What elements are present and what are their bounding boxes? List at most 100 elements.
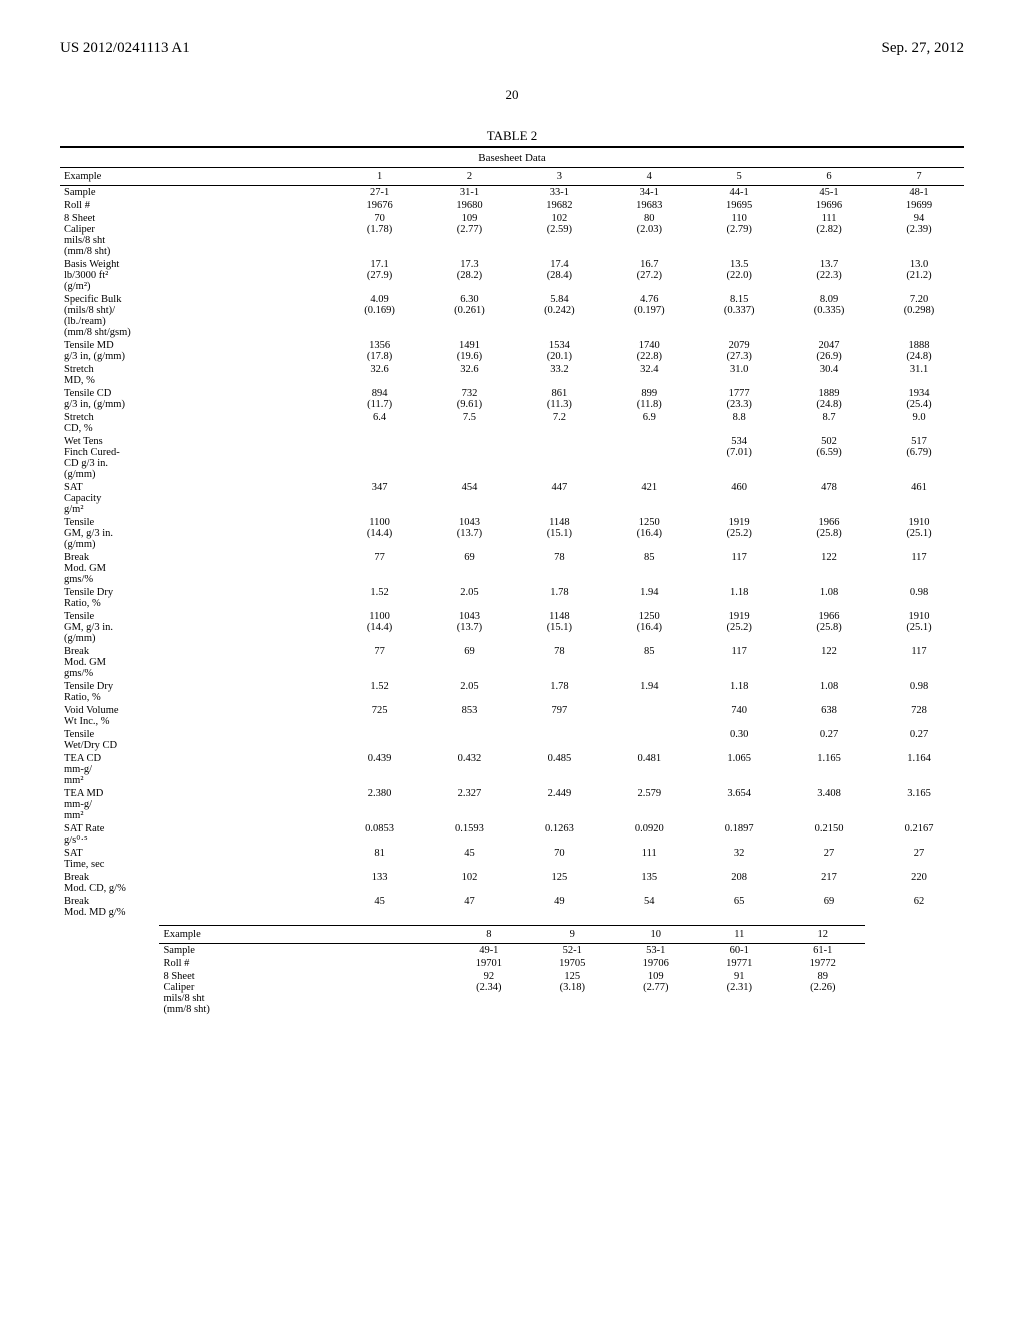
- cell: 110 (2.79): [694, 212, 784, 258]
- cell: 49: [514, 895, 604, 919]
- table-row: Break Mod. MD g/%45474954656962: [60, 895, 964, 919]
- table-a-header-row: Example 1 2 3 4 5 6 7: [60, 168, 964, 186]
- table-row: Sample49-152-153-160-161-1: [159, 944, 864, 958]
- table-row: Break Mod. GM gms/%77697885117122117: [60, 645, 964, 680]
- cell: 17.1 (27.9): [335, 258, 425, 293]
- cell: 19706: [614, 957, 697, 970]
- cell: 1919 (25.2): [694, 516, 784, 551]
- cell: 70: [514, 847, 604, 871]
- example-label-b: Example: [159, 926, 447, 944]
- cell: 728: [874, 704, 964, 728]
- cell: 853: [425, 704, 515, 728]
- cell: 135: [604, 871, 694, 895]
- cell: 1910 (25.1): [874, 610, 964, 645]
- cell: 125: [514, 871, 604, 895]
- cell: 502 (6.59): [784, 435, 874, 481]
- cell: 69: [784, 895, 874, 919]
- cell: 447: [514, 481, 604, 516]
- cell: 19701: [447, 957, 530, 970]
- col-12: 12: [781, 926, 865, 944]
- col-1: 1: [335, 168, 425, 186]
- col-6: 6: [784, 168, 874, 186]
- cell: 27: [874, 847, 964, 871]
- cell: 1.94: [604, 680, 694, 704]
- cell: 48-1: [874, 186, 964, 200]
- row-label: Break Mod. CD, g/%: [60, 871, 335, 895]
- cell: 4.09 (0.169): [335, 293, 425, 339]
- cell: 111 (2.82): [784, 212, 874, 258]
- cell: 60-1: [698, 944, 781, 958]
- cell: 454: [425, 481, 515, 516]
- page-header: US 2012/0241113 A1 Sep. 27, 2012: [60, 40, 964, 57]
- cell: 0.30: [694, 728, 784, 752]
- cell: 0.27: [784, 728, 874, 752]
- cell: 49-1: [447, 944, 530, 958]
- cell: 78: [514, 551, 604, 586]
- cell: 31-1: [425, 186, 515, 200]
- table-b: Example 8 9 10 11 12 Sample49-152-153-16…: [159, 925, 864, 1016]
- cell: 1250 (16.4): [604, 610, 694, 645]
- cell: 1.78: [514, 586, 604, 610]
- cell: 899 (11.8): [604, 387, 694, 411]
- cell: 77: [335, 551, 425, 586]
- row-label: SAT Rate g/s⁰·⁵: [60, 822, 335, 847]
- table-row: Stretch CD, %6.47.57.26.98.88.79.0: [60, 411, 964, 435]
- cell: 0.432: [425, 752, 515, 787]
- cell: 92 (2.34): [447, 970, 530, 1016]
- cell: 1.08: [784, 680, 874, 704]
- cell: [335, 435, 425, 481]
- cell: 1.52: [335, 680, 425, 704]
- cell: 861 (11.3): [514, 387, 604, 411]
- row-label: TEA MD mm-g/ mm²: [60, 787, 335, 822]
- table-row: SAT Time, sec814570111322727: [60, 847, 964, 871]
- cell: 421: [604, 481, 694, 516]
- cell: 534 (7.01): [694, 435, 784, 481]
- cell: 1888 (24.8): [874, 339, 964, 363]
- table-row: Tensile GM, g/3 in. (g/mm)1100 (14.4)104…: [60, 610, 964, 645]
- cell: 85: [604, 551, 694, 586]
- table-row: Tensile MD g/3 in, (g/mm)1356 (17.8)1491…: [60, 339, 964, 363]
- table-row: 8 Sheet Caliper mils/8 sht (mm/8 sht)92 …: [159, 970, 864, 1016]
- table-row: Roll #1967619680196821968319695196961969…: [60, 199, 964, 212]
- cell: 45-1: [784, 186, 874, 200]
- cell: 1250 (16.4): [604, 516, 694, 551]
- cell: 52-1: [531, 944, 614, 958]
- cell: 220: [874, 871, 964, 895]
- cell: 0.485: [514, 752, 604, 787]
- cell: 80 (2.03): [604, 212, 694, 258]
- row-label: 8 Sheet Caliper mils/8 sht (mm/8 sht): [159, 970, 447, 1016]
- cell: 3.654: [694, 787, 784, 822]
- row-label: Stretch CD, %: [60, 411, 335, 435]
- table-row: Void Volume Wt Inc., %725853797740638728: [60, 704, 964, 728]
- cell: [425, 728, 515, 752]
- cell: 1740 (22.8): [604, 339, 694, 363]
- table-title: TABLE 2: [60, 128, 964, 144]
- col-3: 3: [514, 168, 604, 186]
- cell: 1966 (25.8): [784, 516, 874, 551]
- cell: 1919 (25.2): [694, 610, 784, 645]
- cell: 125 (3.18): [531, 970, 614, 1016]
- cell: 2.327: [425, 787, 515, 822]
- cell: 4.76 (0.197): [604, 293, 694, 339]
- cell: 94 (2.39): [874, 212, 964, 258]
- cell: 109 (2.77): [614, 970, 697, 1016]
- cell: 3.408: [784, 787, 874, 822]
- cell: 1.78: [514, 680, 604, 704]
- cell: 725: [335, 704, 425, 728]
- cell: 1.165: [784, 752, 874, 787]
- cell: 347: [335, 481, 425, 516]
- cell: 17.4 (28.4): [514, 258, 604, 293]
- cell: 0.481: [604, 752, 694, 787]
- cell: 70 (1.78): [335, 212, 425, 258]
- cell: 1043 (13.7): [425, 516, 515, 551]
- cell: 133: [335, 871, 425, 895]
- row-label: Tensile GM, g/3 in. (g/mm): [60, 610, 335, 645]
- cell: 1356 (17.8): [335, 339, 425, 363]
- cell: 732 (9.61): [425, 387, 515, 411]
- cell: 1777 (23.3): [694, 387, 784, 411]
- col-8: 8: [447, 926, 530, 944]
- cell: 7.20 (0.298): [874, 293, 964, 339]
- row-label: Wet Tens Finch Cured- CD g/3 in. (g/mm): [60, 435, 335, 481]
- cell: 2.449: [514, 787, 604, 822]
- table-row: Tensile Dry Ratio, %1.522.051.781.941.18…: [60, 586, 964, 610]
